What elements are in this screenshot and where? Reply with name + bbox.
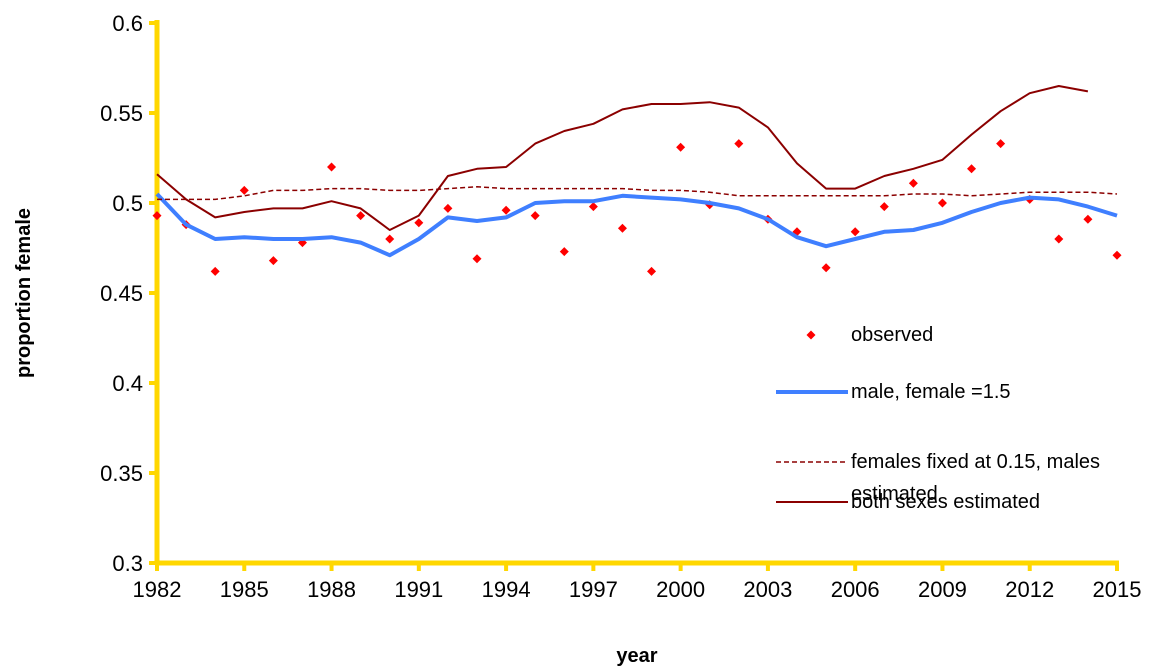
legend-label: both sexes estimated [851,491,1040,513]
x-tick-label: 1994 [482,577,531,602]
y-tick-label: 0.45 [100,281,143,306]
x-tick-label: 1988 [307,577,356,602]
x-axis-title: year [616,645,657,667]
legend-label: observed [851,324,934,346]
data-point [356,211,366,221]
data-point [414,218,424,228]
data-point [443,203,453,213]
y-tick-label: 0.5 [112,191,143,216]
y-tick-label: 0.4 [112,371,143,396]
y-tick-label: 0.3 [112,551,143,576]
data-point [559,247,569,257]
x-tick-label: 1982 [133,577,182,602]
data-point [734,139,744,149]
data-point [239,185,249,195]
data-point [501,205,511,215]
data-point [850,227,860,237]
data-point [908,178,918,188]
legend-marker [806,330,816,340]
data-point [1083,214,1093,224]
legend-label: females fixed at 0.15, males estimated [851,451,1101,505]
y-tick-label: 0.55 [100,101,143,126]
data-point [676,142,686,152]
x-tick-label: 2003 [743,577,792,602]
x-tick-label: 1997 [569,577,618,602]
series-line [157,186,1118,201]
data-point [647,266,657,276]
data-point [385,234,395,244]
series-line [155,192,1118,258]
y-tick-label: 0.6 [112,11,143,36]
data-point [821,263,831,273]
x-tick-label: 2012 [1005,577,1054,602]
data-point [268,256,278,266]
data-point [210,266,220,276]
x-tick-label: 2009 [918,577,967,602]
data-point [937,198,947,208]
data-point [152,211,162,221]
data-point [1112,250,1122,260]
y-tick-label: 0.35 [100,461,143,486]
x-tick-label: 1991 [394,577,443,602]
data-point [530,211,540,221]
x-tick-label: 2000 [656,577,705,602]
data-point [1054,234,1064,244]
legend-label: male, female =1.5 [851,381,1011,403]
data-point [588,202,598,212]
data-point [472,254,482,264]
x-tick-label: 2006 [831,577,880,602]
data-point [967,164,977,174]
data-point [879,202,889,212]
x-tick-label: 1985 [220,577,269,602]
data-point [996,139,1006,149]
series-line [156,85,1089,231]
y-axis-title: proportion female [13,208,35,378]
x-tick-label: 2015 [1093,577,1142,602]
data-point [617,223,627,233]
data-point [327,162,337,172]
